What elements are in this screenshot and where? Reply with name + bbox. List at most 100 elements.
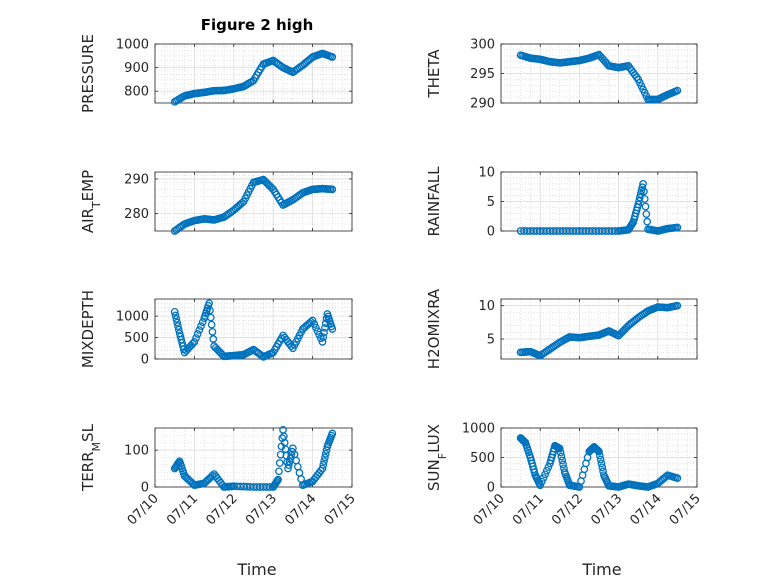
data-point: [275, 467, 283, 476]
data-point: [643, 217, 652, 226]
y-tick-label: 295: [470, 67, 495, 82]
data-point: [287, 342, 296, 350]
data-point: [198, 318, 207, 327]
axes-box: [154, 298, 353, 360]
y-tick-label: 0: [487, 481, 495, 496]
data-point: [208, 328, 217, 336]
data-point: [312, 323, 320, 332]
data-point: [174, 322, 182, 330]
y-tick-label: 5: [487, 195, 495, 210]
data-point: [284, 461, 293, 470]
data-point: [328, 53, 337, 61]
figure-title: Figure 2 high: [201, 16, 314, 34]
y-tick-label: 500: [470, 451, 495, 466]
data-point: [195, 326, 204, 334]
data-point: [170, 308, 179, 316]
x-axis-label-right: Time: [581, 560, 621, 579]
y-tick-label: 290: [470, 97, 495, 112]
data-point: [557, 452, 566, 461]
data-point: [328, 429, 337, 438]
data-point: [597, 459, 606, 468]
y-axis-label: TERRMSL: [79, 423, 103, 492]
data-point: [541, 470, 549, 479]
axes-box: [154, 43, 353, 104]
data-point: [320, 328, 328, 337]
subplot-rainfall: 0 5 10 RAINFALL: [425, 166, 698, 240]
data-point: [171, 311, 180, 320]
data-point: [536, 481, 545, 490]
data-point: [321, 453, 329, 462]
axes-box: [154, 171, 353, 232]
y-tick-label: 0: [487, 225, 495, 240]
data-point: [321, 449, 330, 458]
y-tick-label: 5: [487, 333, 495, 348]
x-tick-label: 07/13: [588, 491, 625, 528]
y-tick-label: 0: [141, 481, 149, 496]
data-point: [320, 457, 328, 466]
x-tick-label: 07/10: [125, 491, 162, 528]
data-point: [207, 320, 216, 329]
y-tick-label: 280: [124, 207, 149, 222]
data-point: [319, 461, 328, 469]
y-tick-label: 10: [478, 166, 495, 181]
data-point: [640, 195, 649, 203]
data-point: [596, 455, 605, 464]
x-tick-label: 07/15: [667, 491, 704, 528]
data-point: [544, 463, 553, 471]
data-point: [172, 315, 181, 323]
data-point: [284, 464, 292, 473]
data-point: [287, 451, 296, 459]
x-tick-label: 07/13: [243, 491, 280, 528]
data-point: [639, 179, 647, 188]
y-axis-label: AIRTEMP: [79, 170, 103, 233]
data-point: [188, 339, 197, 348]
data-point: [206, 306, 214, 315]
data-point: [640, 187, 648, 196]
subplot-pressure: 800 900 1000 PRESSURE: [79, 34, 353, 113]
data-point: [318, 464, 327, 473]
data-point: [635, 193, 644, 202]
subplot-sun-flux: 0 500 1000 07/10 07/11 07/12 07/13 07/14 07/15 SU…: [425, 422, 704, 529]
data-point: [205, 299, 214, 308]
data-point: [308, 316, 317, 325]
x-tick-label: 07/15: [322, 491, 359, 528]
data-point: [275, 459, 284, 467]
data-point: [598, 463, 607, 472]
data-point: [642, 210, 651, 218]
data-point: [595, 447, 603, 456]
y-tick-label: 800: [124, 85, 149, 100]
axes-box: [500, 298, 698, 360]
data-point: [673, 223, 682, 232]
x-tick-label: 07/14: [282, 491, 319, 528]
y-tick-label: 900: [124, 61, 149, 76]
data-point: [594, 446, 603, 455]
y-tick-label: 10: [478, 299, 495, 314]
data-point: [555, 444, 564, 453]
data-point: [328, 325, 337, 333]
y-axis-label: RAINFALL: [425, 166, 443, 237]
data-point: [556, 448, 565, 457]
y-tick-label: 100: [124, 444, 149, 459]
data-point: [193, 330, 202, 338]
subplot-h2omixra: 5 10 H2OMIXRA: [425, 288, 698, 369]
data-point: [673, 301, 682, 310]
x-tick-label: 07/14: [628, 491, 665, 528]
data-point: [197, 322, 205, 330]
data-point: [173, 318, 182, 327]
data-point: [190, 338, 199, 346]
data-point: [174, 325, 183, 334]
data-point: [537, 477, 546, 486]
data-point: [192, 334, 200, 342]
data-point: [638, 183, 647, 192]
subplot-mixdepth: 0 500 1000 MIXDEPTH: [79, 290, 353, 368]
data-point: [520, 437, 528, 446]
data-point: [274, 475, 282, 484]
y-axis-label: PRESSURE: [79, 34, 97, 113]
data-point: [641, 202, 650, 211]
data-point: [206, 313, 215, 322]
y-tick-label: 1000: [462, 422, 495, 437]
x-tick-label: 07/11: [510, 491, 547, 528]
data-point: [595, 451, 604, 460]
